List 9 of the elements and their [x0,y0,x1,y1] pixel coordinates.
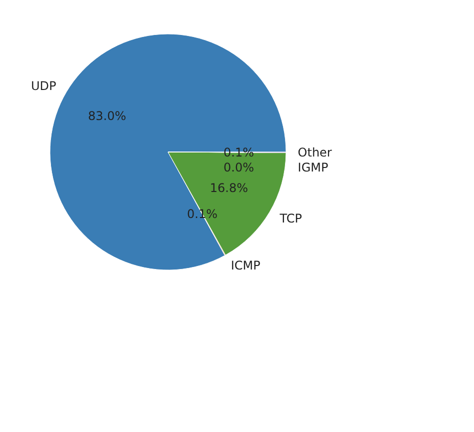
slice-label: TCP [278,211,302,226]
data-label: 16.8% [210,181,248,196]
slice-label: ICMP [230,258,260,273]
data-label: 83.0% [88,109,126,124]
data-label: 0.1% [187,207,218,222]
slice-label: Other [298,146,332,160]
text: 0.0% [224,160,254,174]
slice-label: UDP [31,79,56,94]
category-label: IGMP [298,160,328,175]
